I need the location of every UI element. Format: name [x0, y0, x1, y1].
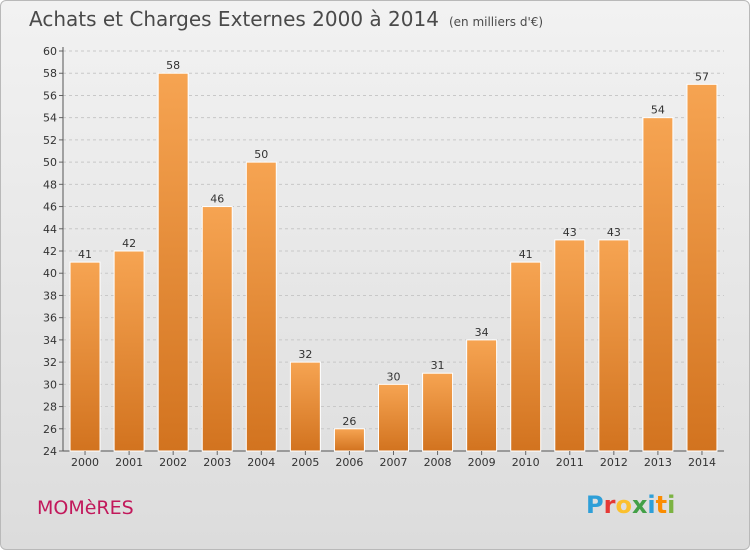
- data-label: 43: [563, 226, 577, 239]
- bar: [378, 383, 409, 452]
- y-tick-label: 52: [43, 134, 57, 147]
- data-label: 50: [254, 148, 268, 161]
- x-tick-label: 2014: [688, 456, 716, 469]
- y-tick-label: 56: [43, 89, 57, 102]
- bar: [113, 250, 145, 452]
- logo-letter: i: [667, 491, 676, 519]
- x-tick-label: 2010: [512, 456, 540, 469]
- bar: [422, 372, 454, 452]
- y-tick-label: 50: [43, 156, 57, 169]
- bar: [554, 239, 586, 452]
- logo-letter: o: [615, 491, 632, 519]
- y-tick-label: 26: [43, 423, 57, 436]
- y-tick-label: 36: [43, 312, 57, 325]
- chart-subtitle: (en milliers d'€): [448, 15, 544, 29]
- y-tick-label: 34: [43, 334, 57, 347]
- data-label: 42: [122, 237, 136, 250]
- y-tick-label: 48: [43, 178, 57, 191]
- bar: [686, 83, 718, 452]
- y-tick-label: 54: [43, 112, 57, 125]
- x-tick-label: 2007: [380, 456, 408, 469]
- x-tick-label: 2004: [247, 456, 275, 469]
- y-tick-label: 46: [43, 201, 57, 214]
- data-label: 41: [519, 248, 533, 261]
- x-tick-label: 2000: [71, 456, 99, 469]
- commune-name: MOMèRES: [37, 497, 134, 519]
- bar: [245, 161, 277, 452]
- bar: [598, 239, 630, 452]
- data-label: 57: [695, 70, 709, 83]
- data-label: 54: [651, 104, 665, 117]
- logo-letter: i: [647, 491, 656, 519]
- y-tick-label: 40: [43, 267, 57, 280]
- bar: [642, 117, 674, 452]
- logo-letter: x: [631, 491, 648, 519]
- x-tick-label: 2009: [468, 456, 496, 469]
- logo-letter: t: [655, 491, 668, 519]
- y-tick-label: 42: [43, 245, 57, 258]
- y-tick-label: 24: [43, 445, 57, 458]
- bar: [333, 428, 365, 452]
- y-tick-label: 38: [43, 289, 57, 302]
- y-tick-label: 30: [43, 378, 57, 391]
- title-text: Achats et Charges Externes 2000 à 2014: [29, 7, 439, 31]
- y-tick-label: 28: [43, 401, 57, 414]
- proxiti-logo: Proxiti: [586, 491, 675, 519]
- x-tick-label: 2013: [644, 456, 672, 469]
- y-tick-label: 32: [43, 356, 57, 369]
- bar: [289, 361, 321, 452]
- bar: [69, 261, 101, 452]
- data-label: 41: [78, 248, 92, 261]
- x-tick-label: 2005: [291, 456, 319, 469]
- data-label: 46: [210, 193, 224, 206]
- bar: [201, 206, 233, 452]
- y-tick-label: 60: [43, 45, 57, 58]
- data-label: 32: [298, 348, 312, 361]
- x-tick-label: 2006: [335, 456, 363, 469]
- x-tick-label: 2008: [424, 456, 452, 469]
- y-tick-label: 58: [43, 67, 57, 80]
- data-label: 30: [387, 370, 401, 383]
- bar: [510, 261, 542, 452]
- data-label: 58: [166, 59, 180, 72]
- data-label: 34: [475, 326, 489, 339]
- x-tick-label: 2012: [600, 456, 628, 469]
- data-label: 31: [431, 359, 445, 372]
- data-label: 43: [607, 226, 621, 239]
- bar: [157, 72, 189, 452]
- y-tick-label: 44: [43, 223, 57, 236]
- bar: [466, 339, 498, 452]
- logo-letter: r: [603, 491, 616, 519]
- x-tick-label: 2011: [556, 456, 584, 469]
- data-label: 26: [342, 415, 356, 428]
- x-tick-label: 2003: [203, 456, 231, 469]
- chart-title: Achats et Charges Externes 2000 à 2014 (e…: [29, 7, 543, 31]
- x-tick-label: 2001: [115, 456, 143, 469]
- logo-letter: P: [586, 491, 604, 519]
- x-tick-label: 2002: [159, 456, 187, 469]
